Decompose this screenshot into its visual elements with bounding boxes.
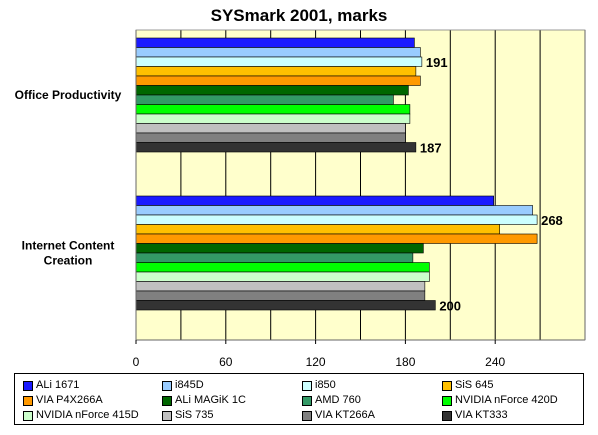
data-label: 268 xyxy=(541,213,563,228)
bar-nvidia-nforce-415d-1 xyxy=(135,271,430,282)
legend-label: NVIDIA nForce 415D xyxy=(36,409,139,421)
legend-swatch xyxy=(442,381,452,391)
x-tick-label: 0 xyxy=(133,355,140,369)
legend-label: SiS 735 xyxy=(175,409,214,421)
bar-sis-645-0 xyxy=(135,66,417,77)
bar-sis-735-1 xyxy=(135,281,426,292)
x-tick-label: 180 xyxy=(395,355,415,369)
category-label: Internet Content xyxy=(22,239,115,253)
bar-i850-0 xyxy=(135,56,423,67)
legend: ALi 1671 i845D i850 SiS 645 VIA P4X266A ALi M… xyxy=(14,373,584,425)
bar-ali-1671-0 xyxy=(135,37,415,48)
legend-swatch xyxy=(302,411,312,421)
category-label: Creation xyxy=(44,254,93,268)
legend-swatch xyxy=(162,396,172,406)
data-label: 187 xyxy=(420,140,442,155)
legend-swatch xyxy=(23,381,33,391)
legend-label: ALi 1671 xyxy=(36,379,80,391)
chart-title: SYSmark 2001, marks xyxy=(210,6,388,25)
legend-label: SiS 645 xyxy=(455,379,494,391)
bar-ali-1671-1 xyxy=(135,195,495,206)
bar-ali-magik-1c-0 xyxy=(135,85,409,96)
category-label: Office Productivity xyxy=(15,88,122,102)
bar-ali-magik-1c-1 xyxy=(135,243,424,254)
bar-nvidia-nforce-420d-0 xyxy=(135,104,411,115)
legend-label: VIA KT333 xyxy=(455,409,508,421)
legend-swatch xyxy=(162,411,172,421)
legend-label: i845D xyxy=(175,379,204,391)
legend-label: NVIDIA nForce 420D xyxy=(455,394,558,406)
bar-via-kt333-1 xyxy=(135,300,436,311)
data-label: 200 xyxy=(439,298,461,313)
legend-swatch xyxy=(302,396,312,406)
data-label: 191 xyxy=(426,55,448,70)
x-tick-label: 120 xyxy=(306,355,326,369)
bar-i845d-1 xyxy=(135,205,533,216)
legend-swatch xyxy=(442,396,452,406)
legend-swatch xyxy=(442,411,452,421)
plot-border xyxy=(135,29,586,341)
bar-i850-1 xyxy=(135,214,538,225)
bar-via-kt333-0 xyxy=(135,142,417,153)
bar-i845d-0 xyxy=(135,47,421,58)
bar-sis-735-0 xyxy=(135,123,406,134)
bar-via-p4x266a-0 xyxy=(135,75,421,86)
bar-via-kt266a-0 xyxy=(135,132,406,143)
x-tick-label: 60 xyxy=(219,355,233,369)
legend-swatch xyxy=(302,381,312,391)
bar-sis-645-1 xyxy=(135,224,500,235)
bar-chart: 0 60 120 180 240 Office Productivity Internet … xyxy=(15,29,586,369)
bar-nvidia-nforce-420d-1 xyxy=(135,262,430,273)
bar-amd-760-1 xyxy=(135,252,414,263)
bar-via-kt266a-1 xyxy=(135,290,426,301)
legend-swatch xyxy=(23,411,33,421)
legend-label: AMD 760 xyxy=(315,394,361,406)
legend-swatch xyxy=(162,381,172,391)
bar-via-p4x266a-1 xyxy=(135,233,538,244)
legend-label: ALi MAGiK 1C xyxy=(175,394,246,406)
legend-label: VIA KT266A xyxy=(315,409,375,421)
bar-nvidia-nforce-415d-0 xyxy=(135,113,411,124)
x-tick-label: 240 xyxy=(485,355,505,369)
legend-label: VIA P4X266A xyxy=(36,394,103,406)
legend-label: i850 xyxy=(315,379,336,391)
bar-amd-760-0 xyxy=(135,94,394,105)
legend-swatch xyxy=(23,396,33,406)
